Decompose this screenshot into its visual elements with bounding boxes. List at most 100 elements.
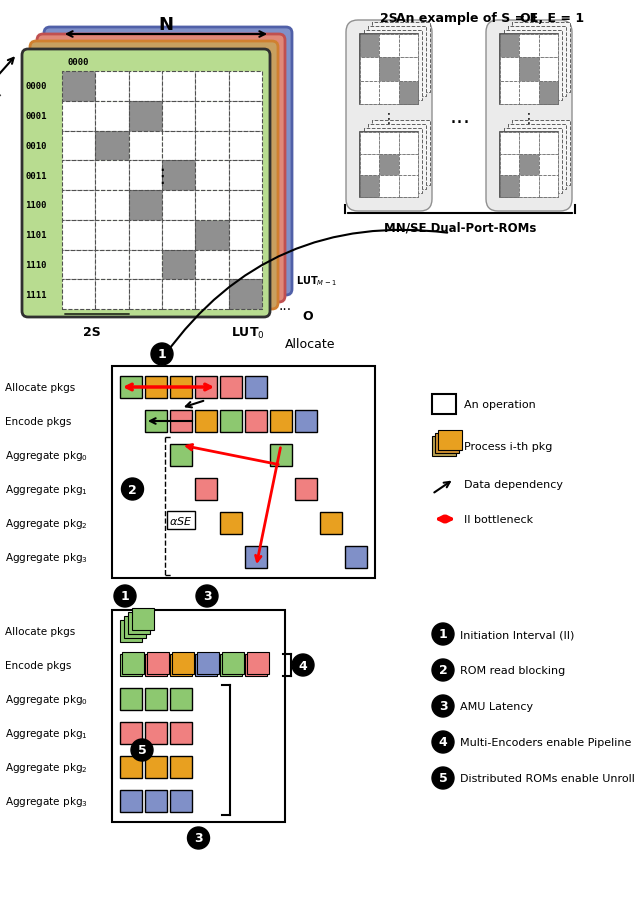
Bar [195,220,228,250]
Bar [95,72,129,102]
Bar [500,154,519,176]
Text: Allocate: Allocate [285,338,335,351]
Text: II bottleneck: II bottleneck [464,514,533,524]
Bar [539,154,558,176]
Bar [438,430,462,450]
Text: Allocate pkgs: Allocate pkgs [5,626,76,636]
Bar [360,133,380,154]
Text: 0010: 0010 [25,142,47,151]
Bar [399,59,418,81]
Bar [360,176,380,198]
Bar [220,376,242,399]
Text: 3: 3 [203,590,211,603]
Bar [145,376,167,399]
Bar [270,410,292,433]
Bar [62,191,95,220]
Bar [360,59,380,81]
FancyBboxPatch shape [37,35,285,303]
Bar [320,512,342,534]
Text: Aggregate pkg$_3$: Aggregate pkg$_3$ [5,550,88,565]
Bar [245,410,267,433]
Text: O: O [303,309,314,322]
Text: 5: 5 [438,771,447,785]
Bar [170,756,192,778]
Text: 0000: 0000 [68,58,90,67]
Bar [270,445,292,466]
Text: An example of S = 1, E = 1: An example of S = 1, E = 1 [396,12,584,24]
Bar [539,176,558,198]
Bar [95,220,129,250]
Bar [380,176,399,198]
Bar [95,280,129,309]
Circle shape [432,732,454,753]
Bar [539,59,558,81]
Bar [95,161,129,191]
Bar [435,434,459,454]
Text: 1100: 1100 [25,201,47,210]
Text: 0001: 0001 [25,112,47,121]
Bar [62,72,95,102]
Bar [399,35,418,59]
Text: Aggregate pkg$_2$: Aggregate pkg$_2$ [5,760,88,774]
Circle shape [114,585,136,607]
Circle shape [432,767,454,789]
Bar [129,132,162,161]
Bar [245,547,267,568]
Text: 1110: 1110 [25,261,47,270]
Bar [145,688,167,710]
FancyBboxPatch shape [30,42,278,309]
Bar [432,437,456,456]
Bar [539,133,558,154]
Bar [120,654,142,676]
Text: MN/SE Dual-Port-ROMs: MN/SE Dual-Port-ROMs [384,221,536,235]
Text: Aggregate pkg$_3$: Aggregate pkg$_3$ [5,794,88,808]
Bar [145,756,167,778]
Text: 0000: 0000 [25,82,47,91]
Bar [145,790,167,812]
Bar [247,652,269,675]
FancyBboxPatch shape [44,28,292,296]
Bar [120,723,142,744]
Text: N: N [159,16,173,34]
Text: 5: 5 [138,743,147,757]
Bar [380,154,399,176]
Bar [197,652,219,675]
Bar [170,445,192,466]
Circle shape [292,654,314,676]
Bar [519,133,539,154]
Bar [220,654,242,676]
Bar [245,376,267,399]
Bar [195,410,217,433]
Bar [500,59,519,81]
Text: Encode pkgs: Encode pkgs [5,660,72,670]
Bar [380,35,399,59]
Text: Distributed ROMs enable Unroll: Distributed ROMs enable Unroll [460,773,635,783]
Bar [195,102,228,132]
Bar [399,133,418,154]
Bar [519,176,539,198]
Bar [228,102,262,132]
Bar [519,59,539,81]
Text: Allocate pkgs: Allocate pkgs [5,382,76,392]
Bar [508,27,566,97]
Bar [132,608,154,630]
Bar [195,191,228,220]
Text: Aggregate pkg$_2$: Aggregate pkg$_2$ [5,517,88,530]
Bar [500,176,519,198]
Bar [195,72,228,102]
Bar [145,723,167,744]
Bar [539,81,558,105]
Bar [360,35,380,59]
Circle shape [196,585,218,607]
Bar [162,132,195,161]
Bar [95,191,129,220]
Text: ...: ... [278,299,292,313]
Text: OE: OE [520,12,539,25]
FancyBboxPatch shape [486,21,572,212]
Bar [129,220,162,250]
Bar [228,161,262,191]
Bar [399,176,418,198]
Bar [195,280,228,309]
Bar [162,280,195,309]
Bar [512,121,570,186]
